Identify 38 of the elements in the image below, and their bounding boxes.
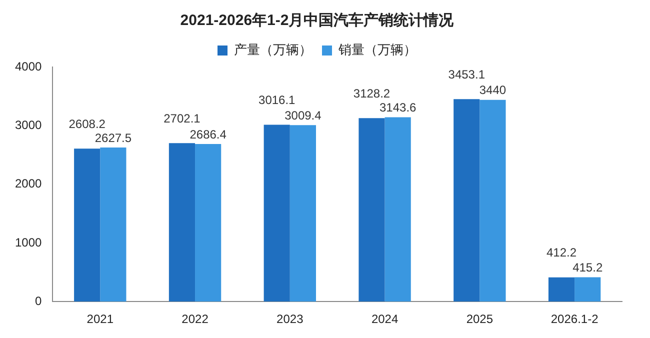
bar — [454, 99, 480, 302]
data-label: 3016.1 — [258, 93, 296, 108]
data-label: 3453.1 — [448, 67, 486, 82]
x-tick-label: 2021 — [86, 312, 114, 326]
x-tick-label: 2026.1-2 — [550, 312, 599, 326]
y-tick-label: 0 — [35, 294, 42, 308]
data-label: 2608.2 — [68, 116, 106, 131]
y-tick-label: 2000 — [14, 176, 42, 191]
data-label: 2702.1 — [164, 111, 201, 126]
x-tick-label: 2023 — [276, 312, 304, 326]
chart-title: 2021-2026年1-2月中国汽车产销统计情况 — [180, 11, 455, 30]
data-label: 3128.2 — [353, 86, 390, 100]
bar — [264, 124, 290, 302]
data-label: 2627.5 — [94, 130, 132, 145]
legend-label: 销量（万辆） — [338, 42, 416, 58]
bar — [100, 147, 126, 302]
bar — [195, 144, 222, 302]
x-tick-label: 2022 — [182, 312, 209, 326]
data-label: 2686.4 — [190, 127, 227, 142]
x-tick-label: 2024 — [371, 312, 398, 326]
bar — [574, 277, 601, 302]
bar — [548, 277, 575, 302]
bar — [384, 117, 411, 302]
x-tick-label: 2025 — [466, 312, 494, 326]
y-tick-label: 4000 — [14, 59, 42, 74]
bar — [290, 125, 316, 302]
data-label: 3440 — [479, 83, 506, 98]
data-label: 3143.6 — [379, 100, 417, 115]
data-label: 3009.4 — [284, 108, 322, 122]
legend-label: 产量（万辆） — [234, 42, 312, 58]
bar — [168, 143, 196, 302]
data-label: 415.2 — [572, 260, 603, 275]
y-tick-label: 1000 — [14, 235, 42, 250]
bar — [358, 118, 385, 302]
bar — [74, 148, 100, 302]
data-label: 412.2 — [546, 246, 577, 260]
bar — [480, 100, 506, 302]
y-tick-label: 3000 — [14, 118, 42, 132]
